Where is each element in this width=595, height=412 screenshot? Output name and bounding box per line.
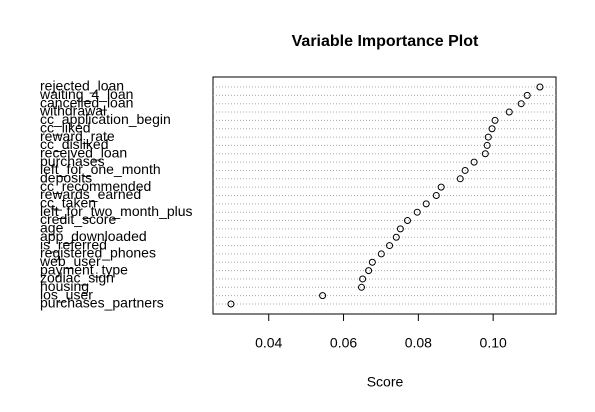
dot (517, 100, 525, 108)
dot (357, 283, 365, 291)
dot (392, 233, 400, 241)
dot (365, 267, 373, 275)
x-tick-label: 0.10 (480, 335, 507, 351)
dot (491, 116, 499, 124)
dot (505, 108, 513, 116)
y-tick-label: zodiac_sign (40, 270, 114, 286)
y-tick-label: credit_score (40, 211, 116, 227)
dot (368, 258, 376, 266)
chart-title: Variable Importance Plot (292, 33, 479, 50)
y-tick-label: cc_liked (40, 119, 91, 135)
dot (404, 217, 412, 225)
y-tick-label: housing (40, 278, 89, 294)
dot (536, 83, 544, 91)
y-tick-label: left_for_two_month_plus (40, 203, 193, 219)
dot (377, 250, 385, 258)
y-tick-label: cc_taken (40, 195, 96, 211)
y-tick-label: app_downloaded (40, 228, 147, 244)
dot (488, 125, 496, 133)
dot (396, 225, 404, 233)
x-axis-label: Score (367, 374, 404, 390)
y-tick-label: left_for_one_month (40, 161, 161, 177)
dot (481, 150, 489, 158)
dot (227, 300, 235, 308)
y-tick-label: cc_application_begin (40, 111, 171, 127)
dot (461, 166, 469, 174)
x-tick-label: 0.08 (405, 335, 432, 351)
y-tick-label: withdrawal (39, 103, 106, 119)
y-tick-label: is_referred (40, 236, 107, 252)
dot (359, 275, 367, 283)
y-tick-label: deposits (40, 170, 92, 186)
dot (386, 242, 394, 250)
dot (319, 292, 327, 300)
dot (413, 208, 421, 216)
dot (432, 192, 440, 199)
y-tick-label: cc_disliked (40, 136, 108, 152)
y-tick-label: rejected_loan (40, 78, 124, 94)
y-tick-label: reward_rate (40, 128, 115, 144)
dot (422, 200, 430, 208)
dot (483, 141, 491, 149)
y-tick-label: cancelled_loan (40, 94, 133, 110)
y-tick-label: purchases (40, 153, 105, 169)
dot (470, 158, 478, 166)
y-tick-label: registered_phones (40, 245, 156, 261)
y-tick-label: web_user (39, 253, 101, 269)
y-tick-label: cc_recommended (40, 178, 151, 194)
y-tick-label: los_user (40, 286, 93, 302)
dot (456, 175, 464, 183)
y-tick-label: purchases_partners (40, 295, 164, 311)
y-tick-label: payment_type (40, 261, 128, 277)
dot (523, 91, 531, 99)
y-tick-label: waiting_4_loan (39, 86, 133, 102)
dot (437, 183, 445, 191)
x-tick-label: 0.04 (255, 335, 282, 351)
y-tick-label: rewards_earned (40, 186, 141, 202)
dot (484, 133, 492, 141)
x-tick-label: 0.06 (330, 335, 357, 351)
y-tick-label: age (40, 220, 64, 236)
y-tick-label: received_loan (40, 144, 127, 160)
